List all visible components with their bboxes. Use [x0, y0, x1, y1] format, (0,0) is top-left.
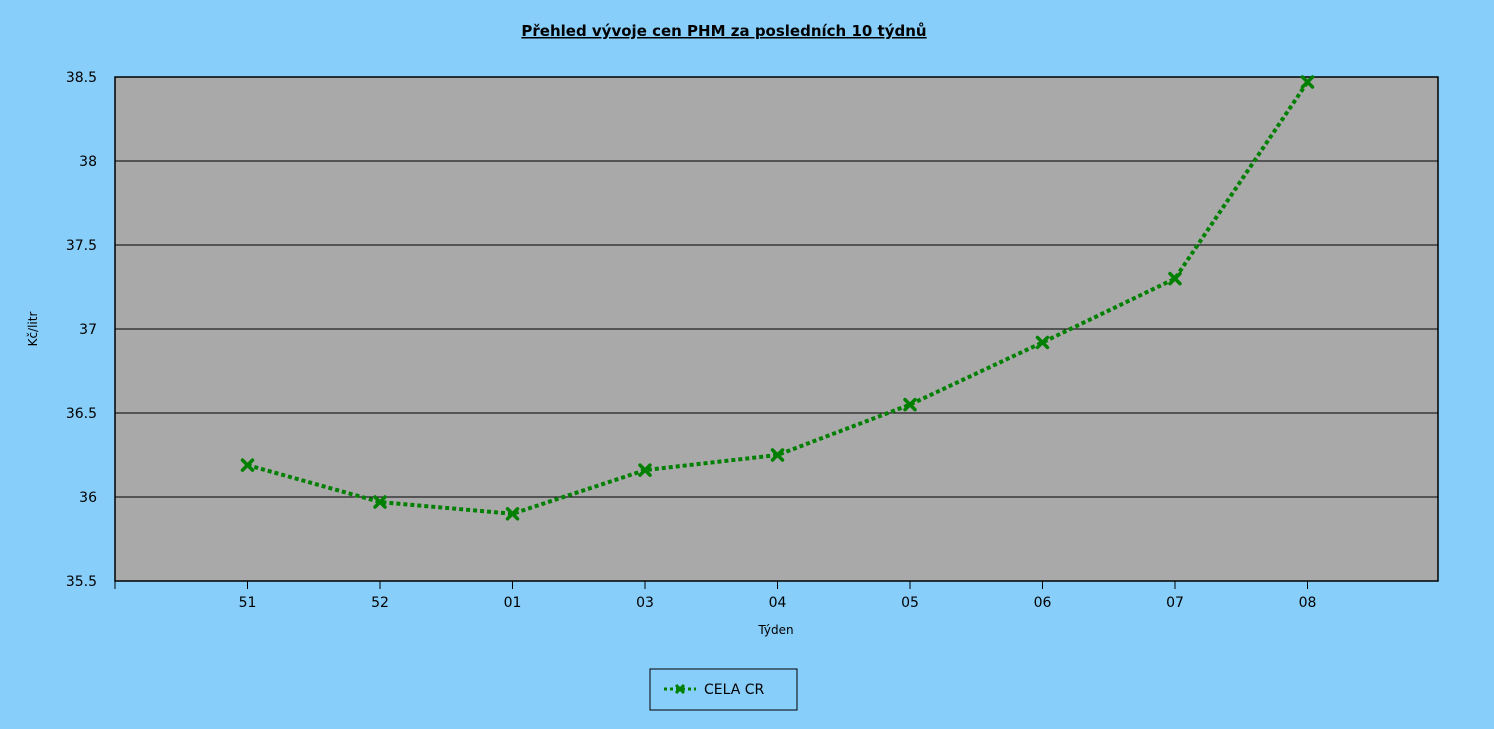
- legend-x-marker-path: [674, 683, 686, 695]
- legend-label: CELA CR: [704, 682, 765, 698]
- x-tick-label: 03: [636, 595, 654, 611]
- data-point-marker: [903, 397, 917, 412]
- data-point-marker: [1300, 75, 1315, 89]
- plot-area: 35.5 36 36.5 37 37.5 38 38.5 51 52 01 03 04 05 06 07 08: [66, 70, 1439, 611]
- data-point-marker: [1168, 271, 1182, 286]
- x-tick-label: 05: [901, 595, 919, 611]
- data-point-marker: [505, 507, 520, 521]
- x-tick-label: 08: [1299, 595, 1317, 611]
- x-tick-label: 07: [1166, 595, 1184, 611]
- chart-title: Přehled vývoje cen PHM za posledních 10 …: [521, 22, 926, 40]
- y-tick-label: 38: [79, 154, 97, 170]
- x-tick-label: 04: [769, 595, 787, 611]
- plot-frame: [114, 76, 1439, 582]
- y-tick-label: 36: [79, 490, 97, 506]
- data-point-marker: [638, 463, 652, 477]
- data-point-marker: [770, 448, 785, 462]
- data-point-marker: [240, 458, 255, 472]
- legend: CELA CR: [649, 668, 798, 711]
- x-tick-label: 06: [1034, 595, 1052, 611]
- x-tick-label: 52: [371, 595, 389, 611]
- data-point-marker: [1035, 335, 1050, 350]
- y-tick-label: 37.5: [66, 238, 97, 254]
- x-tick-label: 51: [239, 595, 257, 611]
- legend-x-marker: [674, 683, 686, 695]
- x-tick-label: 01: [504, 595, 522, 611]
- y-tick-label: 38.5: [66, 70, 97, 86]
- y-axis-label: Kč/litr: [26, 312, 40, 347]
- data-point-marker: [373, 495, 387, 509]
- y-tick-label: 35.5: [66, 574, 97, 590]
- legend-box: [649, 668, 798, 711]
- y-tick-label: 37: [79, 322, 97, 338]
- y-tick-label: 36.5: [66, 406, 97, 422]
- x-axis-label: Týden: [757, 623, 793, 637]
